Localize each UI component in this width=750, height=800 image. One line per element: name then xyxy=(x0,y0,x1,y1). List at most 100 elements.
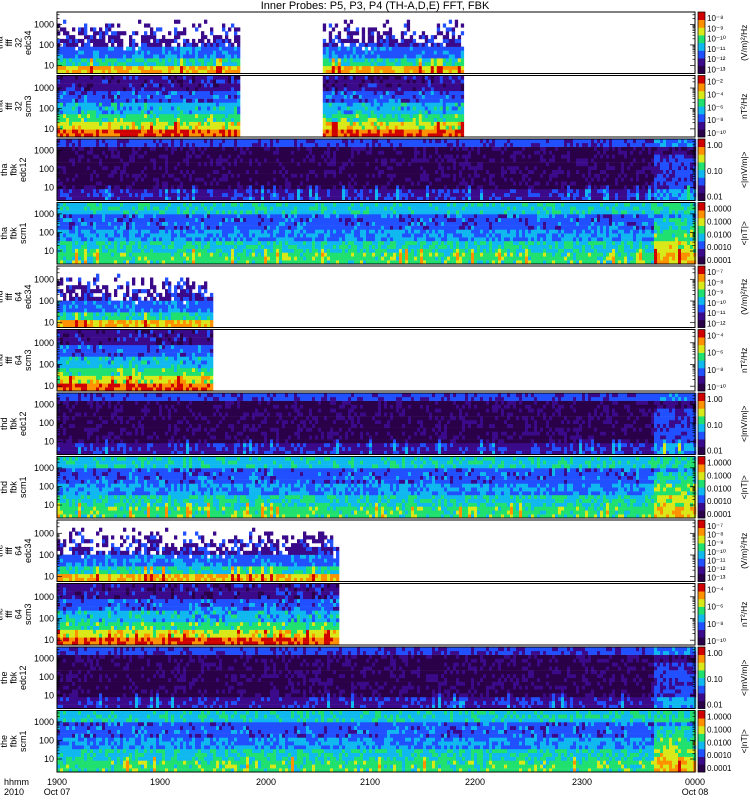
pixel xyxy=(63,193,66,197)
pixel xyxy=(368,102,371,106)
pixel xyxy=(96,174,99,178)
pixel xyxy=(407,118,410,122)
pixel xyxy=(81,50,84,54)
pixel xyxy=(359,87,362,91)
pixel xyxy=(410,76,413,80)
pixel xyxy=(332,114,335,118)
pixel xyxy=(356,91,359,95)
pixel xyxy=(183,83,186,87)
pixel xyxy=(234,47,237,51)
pixel xyxy=(84,62,87,66)
pixel xyxy=(99,181,102,185)
pixel xyxy=(156,66,159,70)
pixel xyxy=(237,118,240,122)
pixel xyxy=(171,83,174,87)
pixel xyxy=(177,102,180,106)
pixel xyxy=(455,87,458,91)
pixel xyxy=(60,95,63,99)
pixel xyxy=(126,174,129,178)
pixel xyxy=(63,122,66,126)
pixel xyxy=(434,114,437,118)
pixel xyxy=(344,27,347,31)
pixel xyxy=(159,79,162,83)
pixel xyxy=(87,129,90,133)
pixel xyxy=(389,99,392,103)
pixel xyxy=(386,99,389,103)
pixel xyxy=(201,151,204,155)
pixel xyxy=(329,99,332,103)
pixel xyxy=(75,143,78,147)
pixel xyxy=(452,35,455,39)
pixel xyxy=(419,50,422,54)
spectrogram-column xyxy=(395,76,398,138)
pixel xyxy=(383,31,386,35)
colorbar-tick-label: 10⁻¹¹ xyxy=(707,45,726,54)
pixel xyxy=(216,99,219,103)
pixel xyxy=(389,79,392,83)
spectrogram-column xyxy=(219,76,222,138)
pixel xyxy=(455,83,458,87)
spectrogram-column xyxy=(222,76,225,138)
pixel xyxy=(219,39,222,43)
pixel xyxy=(383,58,386,62)
spectrogram-column xyxy=(72,27,75,73)
pixel xyxy=(78,177,81,181)
pixel xyxy=(237,87,240,91)
pixel xyxy=(231,24,234,28)
pixel xyxy=(114,110,117,114)
pixel xyxy=(66,47,69,51)
spectrogram-column xyxy=(216,76,219,138)
pixel xyxy=(117,58,120,62)
pixel xyxy=(458,95,461,99)
pixel xyxy=(123,58,126,62)
pixel xyxy=(63,62,66,66)
pixel xyxy=(332,58,335,62)
pixel xyxy=(374,122,377,126)
pixel xyxy=(144,50,147,54)
pixel xyxy=(446,106,449,110)
pixel xyxy=(66,193,69,197)
pixel xyxy=(111,50,114,54)
pixel xyxy=(87,147,90,151)
pixel xyxy=(186,76,189,80)
pixel xyxy=(111,118,114,122)
spectrogram-column xyxy=(105,24,108,74)
pixel xyxy=(347,129,350,133)
pixel xyxy=(123,102,126,106)
pixel xyxy=(341,39,344,43)
pixel xyxy=(180,166,183,170)
spectrogram-column xyxy=(168,76,171,138)
spectrogram-column xyxy=(329,24,332,74)
pixel xyxy=(99,79,102,83)
pixel xyxy=(102,47,105,51)
pixel xyxy=(377,91,380,95)
pixel xyxy=(147,162,150,166)
spectrogram-column xyxy=(192,76,195,138)
pixel xyxy=(69,58,72,62)
pixel xyxy=(63,181,66,185)
pixel xyxy=(114,185,117,189)
pixel xyxy=(84,87,87,91)
pixel xyxy=(81,58,84,62)
pixel xyxy=(386,66,389,70)
pixel xyxy=(177,181,180,185)
pixel xyxy=(332,87,335,91)
pixel xyxy=(359,79,362,83)
pixel xyxy=(117,110,120,114)
pixel xyxy=(168,151,171,155)
pixel xyxy=(362,122,365,126)
pixel xyxy=(213,129,216,133)
pixel xyxy=(168,62,171,66)
pixel xyxy=(207,118,210,122)
pixel xyxy=(87,189,90,193)
pixel xyxy=(84,79,87,83)
pixel xyxy=(204,154,207,158)
pixel xyxy=(171,39,174,43)
pixel xyxy=(147,79,150,83)
pixel xyxy=(144,114,147,118)
pixel xyxy=(96,83,99,87)
pixel xyxy=(159,99,162,103)
pixel xyxy=(132,143,135,147)
pixel xyxy=(371,118,374,122)
pixel xyxy=(431,39,434,43)
